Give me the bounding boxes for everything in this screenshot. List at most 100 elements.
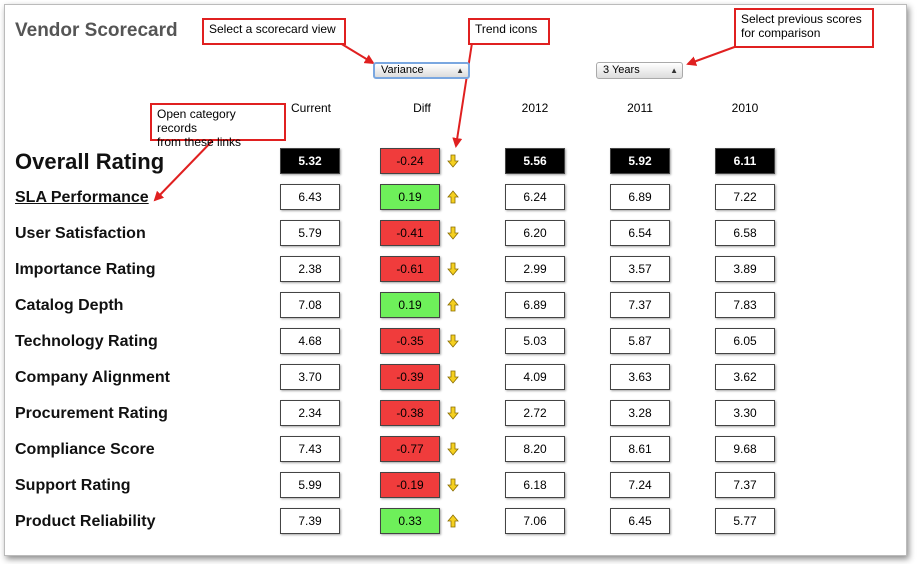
score-cell-2012: 8.20 — [505, 436, 565, 462]
category-link-catalog-depth[interactable]: Catalog Depth — [15, 297, 124, 314]
score-cell-current: 4.68 — [280, 328, 340, 354]
trend-down-arrow-icon — [447, 442, 459, 456]
score-cell-current: 3.70 — [280, 364, 340, 390]
score-cell-2011: 7.37 — [610, 292, 670, 318]
category-link-compliance-score[interactable]: Compliance Score — [15, 441, 155, 458]
scorecard-view-value: Variance — [381, 64, 424, 76]
score-cell-2012: 7.06 — [505, 508, 565, 534]
score-cell-current: 7.08 — [280, 292, 340, 318]
callout-text: Trend icons — [475, 22, 538, 36]
category-link-importance-rating[interactable]: Importance Rating — [15, 261, 156, 278]
score-cell-current: 7.39 — [280, 508, 340, 534]
trend-up-arrow-icon — [447, 298, 459, 312]
scorecard-view-select[interactable]: Variance ▲ — [373, 62, 470, 79]
score-cell-current: 5.79 — [280, 220, 340, 246]
score-cell-2012: 5.56 — [505, 148, 565, 174]
score-cell-2010: 5.77 — [715, 508, 775, 534]
score-cell-current: 5.32 — [280, 148, 340, 174]
score-cell-2011: 3.63 — [610, 364, 670, 390]
callout-trend-icons: Trend icons — [468, 18, 550, 45]
column-header-2010: 2010 — [731, 101, 759, 115]
category-link-support-rating[interactable]: Support Rating — [15, 477, 131, 494]
category-link-user-satisfaction[interactable]: User Satisfaction — [15, 225, 146, 242]
column-header-2011: 2011 — [627, 101, 653, 115]
trend-down-arrow-icon — [447, 406, 459, 420]
score-cell-diff: 0.33 — [380, 508, 440, 534]
callout-previous-scores: Select previous scores for comparison — [734, 8, 874, 48]
chevron-updown-icon: ▲ — [456, 66, 464, 75]
column-header-2012: 2012 — [521, 101, 549, 115]
score-cell-2011: 3.57 — [610, 256, 670, 282]
score-cell-current: 2.38 — [280, 256, 340, 282]
trend-down-arrow-icon — [447, 154, 459, 168]
previous-years-value: 3 Years — [603, 64, 640, 76]
score-cell-2012: 2.72 — [505, 400, 565, 426]
score-cell-diff: 0.19 — [380, 292, 440, 318]
trend-down-arrow-icon — [447, 370, 459, 384]
score-cell-2012: 2.99 — [505, 256, 565, 282]
score-cell-2010: 6.11 — [715, 148, 775, 174]
score-cell-2010: 7.37 — [715, 472, 775, 498]
score-cell-current: 2.34 — [280, 400, 340, 426]
score-cell-current: 6.43 — [280, 184, 340, 210]
score-cell-2011: 6.45 — [610, 508, 670, 534]
trend-down-arrow-icon — [447, 262, 459, 276]
callout-text-line2: from these links — [157, 135, 242, 149]
score-cell-diff: -0.19 — [380, 472, 440, 498]
score-cell-2012: 6.89 — [505, 292, 565, 318]
callout-text: Select a scorecard view — [209, 22, 336, 36]
score-cell-diff: -0.38 — [380, 400, 440, 426]
score-cell-diff: -0.39 — [380, 364, 440, 390]
score-cell-2012: 6.24 — [505, 184, 565, 210]
score-cell-diff: -0.35 — [380, 328, 440, 354]
score-cell-diff: -0.77 — [380, 436, 440, 462]
callout-text-line1: Open category records — [157, 107, 236, 135]
category-link-company-alignment[interactable]: Company Alignment — [15, 369, 170, 386]
score-cell-2010: 9.68 — [715, 436, 775, 462]
score-cell-2010: 3.62 — [715, 364, 775, 390]
callout-text-line1: Select previous scores — [741, 12, 862, 26]
score-cell-2010: 3.89 — [715, 256, 775, 282]
previous-years-select[interactable]: 3 Years ▲ — [596, 62, 683, 79]
column-header-diff: Diff — [413, 101, 431, 115]
score-cell-2011: 6.54 — [610, 220, 670, 246]
score-cell-diff: -0.41 — [380, 220, 440, 246]
scorecard-panel: Vendor Scorecard Select a scorecard view… — [4, 4, 907, 556]
score-cell-2010: 3.30 — [715, 400, 775, 426]
score-cell-2011: 7.24 — [610, 472, 670, 498]
score-cell-2010: 6.05 — [715, 328, 775, 354]
score-cell-2012: 6.20 — [505, 220, 565, 246]
callout-category-links: Open category records from these links — [150, 103, 286, 149]
trend-up-arrow-icon — [447, 190, 459, 204]
score-cell-current: 7.43 — [280, 436, 340, 462]
score-cell-2012: 5.03 — [505, 328, 565, 354]
score-cell-2011: 3.28 — [610, 400, 670, 426]
callout-scorecard-view: Select a scorecard view — [202, 18, 346, 45]
score-cell-diff: -0.61 — [380, 256, 440, 282]
score-cell-2011: 6.89 — [610, 184, 670, 210]
score-cell-2010: 7.83 — [715, 292, 775, 318]
score-cell-diff: -0.24 — [380, 148, 440, 174]
category-link-product-reliability[interactable]: Product Reliability — [15, 513, 156, 530]
page-title: Vendor Scorecard — [15, 20, 178, 41]
category-link-overall-rating: Overall Rating — [15, 149, 165, 174]
score-cell-diff: 0.19 — [380, 184, 440, 210]
score-cell-2011: 5.92 — [610, 148, 670, 174]
score-cell-2010: 7.22 — [715, 184, 775, 210]
trend-up-arrow-icon — [447, 514, 459, 528]
score-cell-2012: 4.09 — [505, 364, 565, 390]
callout-arrows — [153, 42, 741, 202]
score-cell-2012: 6.18 — [505, 472, 565, 498]
trend-down-arrow-icon — [447, 226, 459, 240]
category-link-technology-rating[interactable]: Technology Rating — [15, 333, 158, 350]
score-cell-current: 5.99 — [280, 472, 340, 498]
callout-text-line2: for comparison — [741, 26, 821, 40]
category-link-sla-performance[interactable]: SLA Performance — [15, 189, 149, 206]
trend-down-arrow-icon — [447, 478, 459, 492]
column-header-current: Current — [290, 101, 331, 115]
score-cell-2011: 5.87 — [610, 328, 670, 354]
category-link-procurement-rating[interactable]: Procurement Rating — [15, 405, 168, 422]
chevron-updown-icon: ▲ — [670, 66, 678, 75]
score-cell-2011: 8.61 — [610, 436, 670, 462]
score-cell-2010: 6.58 — [715, 220, 775, 246]
